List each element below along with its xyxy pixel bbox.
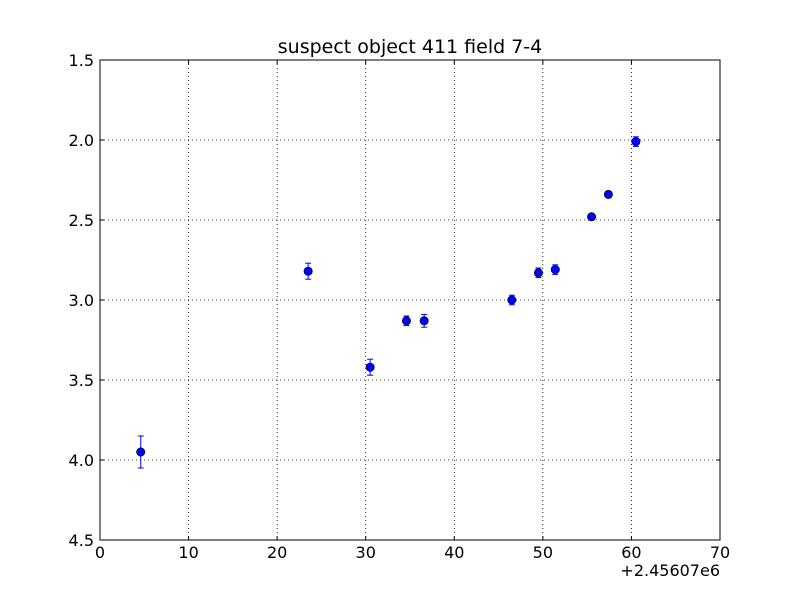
chart-title: suspect object 411 field 7-4 [278, 36, 543, 58]
data-point [631, 137, 641, 147]
data-point [507, 295, 517, 305]
data-point [550, 265, 560, 275]
axis-ticks: 0 10 20 30 40 50 60 70 1.5 2.0 2.5 3.0 3.5 4.0 4.5 [69, 51, 731, 562]
plot-frame [99, 59, 721, 541]
x-tick-label: 70 [710, 543, 730, 562]
y-tick-label: 3.5 [69, 371, 94, 390]
x-tick-label: 40 [444, 543, 464, 562]
y-tick-label: 3.0 [69, 291, 94, 310]
data-point [419, 316, 429, 326]
data-point [401, 316, 411, 326]
y-tick-label: 4.0 [69, 451, 94, 470]
data-point [136, 447, 146, 457]
data-point [587, 212, 597, 222]
grid [100, 60, 720, 540]
data-points [136, 136, 641, 469]
x-tick-label: 30 [356, 543, 376, 562]
x-tick-label: 20 [267, 543, 287, 562]
y-tick-label: 2.0 [69, 131, 94, 150]
data-point [365, 362, 375, 372]
x-offset-label: +2.45607e6 [620, 561, 720, 580]
x-tick-label: 60 [621, 543, 641, 562]
y-tick-label: 2.5 [69, 211, 94, 230]
data-point [603, 189, 613, 199]
data-point [303, 266, 313, 276]
x-tick-label: 0 [95, 543, 105, 562]
y-tick-label: 1.5 [69, 51, 94, 70]
x-tick-label: 50 [533, 543, 553, 562]
x-tick-label: 10 [178, 543, 198, 562]
y-tick-label: 4.5 [69, 531, 94, 550]
data-point [533, 268, 543, 278]
